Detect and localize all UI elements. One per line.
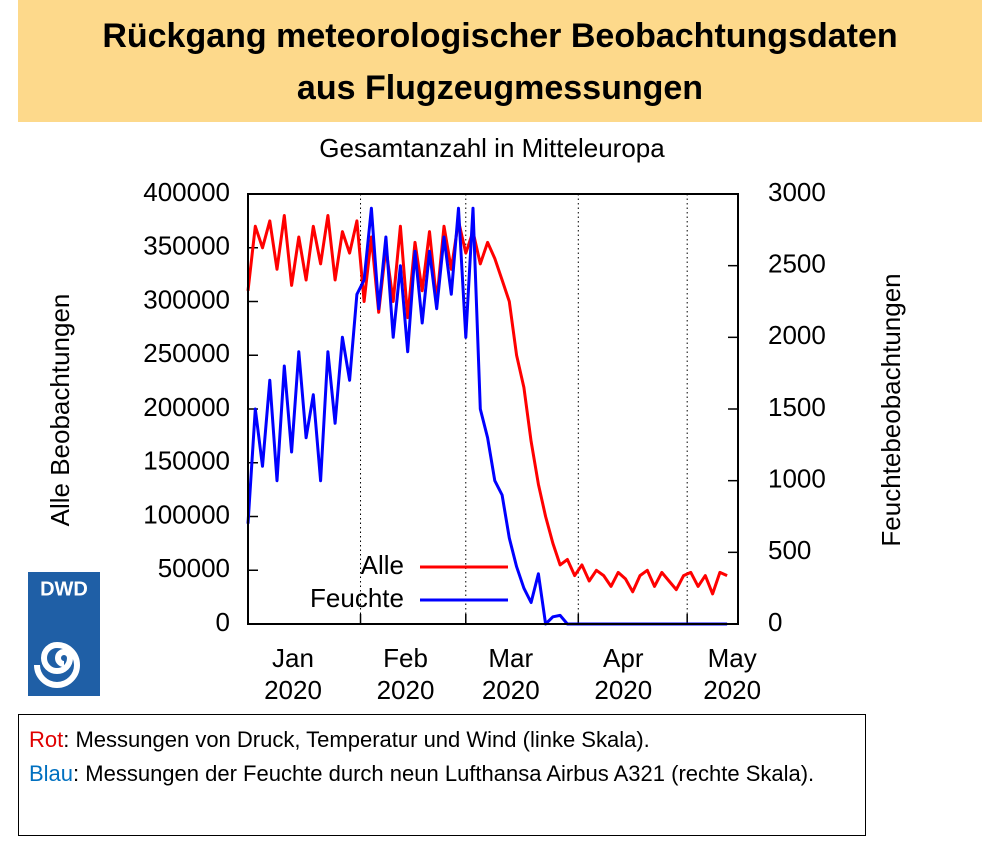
y2-tick-label: 3000 (768, 177, 826, 207)
data-line (246, 206, 728, 626)
y-tick-label: 100000 (143, 499, 230, 529)
y-axis-label: Alle Beobachtungen (45, 294, 75, 527)
logo-text: DWD (40, 578, 88, 600)
chart: Gesamtanzahl in Mitteleuropa Alle Beobac… (28, 133, 906, 705)
legend-label: Feuchte (310, 583, 404, 613)
data-line (246, 214, 728, 596)
x-tick-label: Jan 2020 (264, 643, 322, 705)
y2-tick-label: 1000 (768, 464, 826, 494)
y-tick-label: 200000 (143, 392, 230, 422)
caption-blue-label: Blau (29, 761, 74, 786)
legend-label: Alle (361, 550, 404, 580)
y-tick-label: 300000 (143, 284, 230, 314)
title-line: aus Flugzeugmessungen (296, 69, 704, 107)
title-line: Rückgang meteorologischer Beobachtungsda… (102, 17, 898, 55)
y2-tick-label: 1500 (768, 392, 826, 422)
x-tick-label: Feb 2020 (377, 643, 435, 705)
chart-title: Gesamtanzahl in Mitteleuropa (319, 133, 665, 163)
x-tick-label: Apr 2020 (594, 643, 652, 705)
plot-frame (247, 193, 739, 625)
x-tick-label: Mar 2020 (482, 643, 540, 705)
title-banner: Rückgang meteorologischer Beobachtungsda… (18, 0, 982, 122)
y-tick-label: 150000 (143, 446, 230, 476)
y2-tick-label: 500 (768, 535, 811, 565)
y2-tick-label: 2000 (768, 320, 826, 350)
y-tick-label: 350000 (143, 231, 230, 261)
caption-text: : Messungen der Feuchte durch neun Lufth… (73, 761, 815, 786)
y-tick-label: 50000 (158, 553, 230, 583)
logo: DWD (28, 572, 100, 696)
y-tick-label: 400000 (143, 177, 230, 207)
logo-spiral (34, 641, 80, 688)
caption: Rot: Messungen von Druck, Temperatur und… (18, 714, 866, 836)
y2-tick-label: 0 (768, 607, 782, 637)
y-tick-label: 0 (216, 607, 230, 637)
x-tick-label: May 2020 (703, 643, 761, 705)
caption-text: : Messungen von Druck, Temperatur und Wi… (63, 727, 650, 752)
caption-red-label: Rot (29, 727, 64, 752)
y-tick-label: 250000 (143, 338, 230, 368)
y2-axis-label: Feuchtebeobachtungen (876, 273, 906, 546)
y2-tick-label: 2500 (768, 249, 826, 279)
